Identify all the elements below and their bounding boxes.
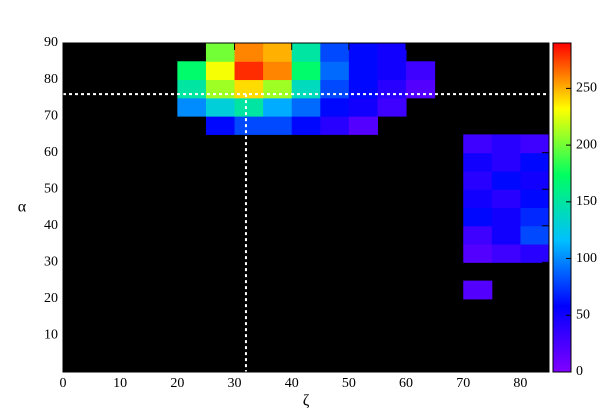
x-tick-label: 30	[228, 376, 242, 391]
heatmap-area	[63, 43, 549, 372]
heatmap-cell	[377, 79, 407, 99]
colorbar-tick-label: 0	[576, 364, 583, 379]
heatmap-cell	[263, 79, 293, 99]
colorbar	[552, 42, 572, 373]
heatmap-cell	[205, 97, 236, 117]
heatmap-cell	[463, 225, 493, 245]
heatmap-cell	[463, 152, 493, 172]
heatmap-cell	[205, 79, 236, 99]
x-tick-label: 10	[113, 376, 127, 391]
colorbar-tick-label: 50	[576, 307, 590, 322]
heatmap-cell	[234, 61, 264, 81]
heatmap-cell	[205, 116, 236, 135]
heatmap-cell	[291, 43, 321, 62]
heatmap-cell	[491, 189, 521, 208]
heatmap-cell	[491, 170, 521, 190]
heatmap-cell	[291, 61, 321, 81]
heatmap-cell	[463, 189, 493, 208]
heatmap-cell	[491, 207, 521, 227]
heatmap-cell	[520, 152, 549, 172]
colorbar-tick-label: 100	[576, 251, 597, 266]
y-tick-label: 90	[44, 35, 58, 50]
heatmap-cell	[463, 280, 493, 300]
y-tick-label: 80	[44, 72, 58, 87]
colorbar-tick-label: 150	[576, 194, 597, 209]
heatmap-cell	[263, 61, 293, 81]
heatmap-cell	[320, 43, 350, 62]
heatmap-cell	[205, 43, 236, 62]
heatmap-cell	[520, 225, 549, 245]
heatmap-cell	[520, 244, 549, 263]
y-tick-label: 30	[44, 255, 58, 270]
heatmap-cell	[320, 79, 350, 99]
colorbar-tick-label: 250	[576, 81, 597, 96]
heatmap-cell	[406, 79, 436, 99]
heatmap-cell	[234, 97, 264, 117]
heatmap-cell	[463, 134, 493, 154]
heatmap-cell	[291, 97, 321, 117]
x-tick-label: 60	[399, 376, 413, 391]
heatmap-cell	[320, 97, 350, 117]
heatmap-cell	[348, 79, 378, 99]
y-tick-label: 40	[44, 218, 58, 233]
heatmap-cell	[291, 79, 321, 99]
heatmap-cell	[491, 225, 521, 245]
plot-frame	[62, 42, 550, 373]
heatmap-cell	[205, 61, 236, 81]
heatmap-cell	[463, 170, 493, 190]
heatmap-cell	[377, 61, 407, 81]
x-tick-label: 80	[513, 376, 527, 391]
heatmap-cell	[263, 116, 293, 135]
y-tick-label: 50	[44, 181, 58, 196]
heatmap-cell	[320, 61, 350, 81]
heatmap-cell	[263, 43, 293, 62]
heatmap-cell	[177, 61, 207, 81]
y-tick-label: 70	[44, 108, 58, 123]
x-tick-label: 40	[285, 376, 299, 391]
heatmap-cell	[348, 97, 378, 117]
x-tick-label: 0	[60, 376, 67, 391]
heatmap-cell	[520, 170, 549, 190]
heatmap-cell	[520, 207, 549, 227]
colorbar-tick-label: 200	[576, 137, 597, 152]
heatmap-cell	[491, 152, 521, 172]
x-tick-label: 70	[456, 376, 470, 391]
x-axis-label: ζ	[303, 393, 310, 410]
heatmap-cell	[348, 61, 378, 81]
heatmap-cell	[520, 189, 549, 208]
y-tick-label: 10	[44, 328, 58, 343]
heatmap-cell	[520, 134, 549, 154]
heatmap-cell	[406, 61, 436, 81]
heatmap-cell	[234, 43, 264, 62]
heatmap-cell	[177, 97, 207, 117]
heatmap-cell	[491, 244, 521, 263]
heatmap-cell	[320, 116, 350, 135]
heatmap-cell	[463, 244, 493, 263]
heatmap-cell	[348, 116, 378, 135]
heatmap-cell	[491, 134, 521, 154]
heatmap-cell	[463, 207, 493, 227]
x-tick-label: 50	[342, 376, 356, 391]
heatmap-cell	[377, 43, 407, 62]
heatmap-cell	[234, 116, 264, 135]
y-tick-label: 60	[44, 145, 58, 160]
heatmap-cell	[377, 97, 407, 117]
heatmap-cell	[291, 116, 321, 135]
heatmap-cell	[348, 43, 378, 62]
heatmap-cell	[177, 79, 207, 99]
y-tick-label: 20	[44, 291, 58, 306]
x-tick-label: 20	[170, 376, 184, 391]
y-axis-label: α	[18, 199, 27, 216]
heatmap-cell	[263, 97, 293, 117]
heatmap-cell	[234, 79, 264, 99]
